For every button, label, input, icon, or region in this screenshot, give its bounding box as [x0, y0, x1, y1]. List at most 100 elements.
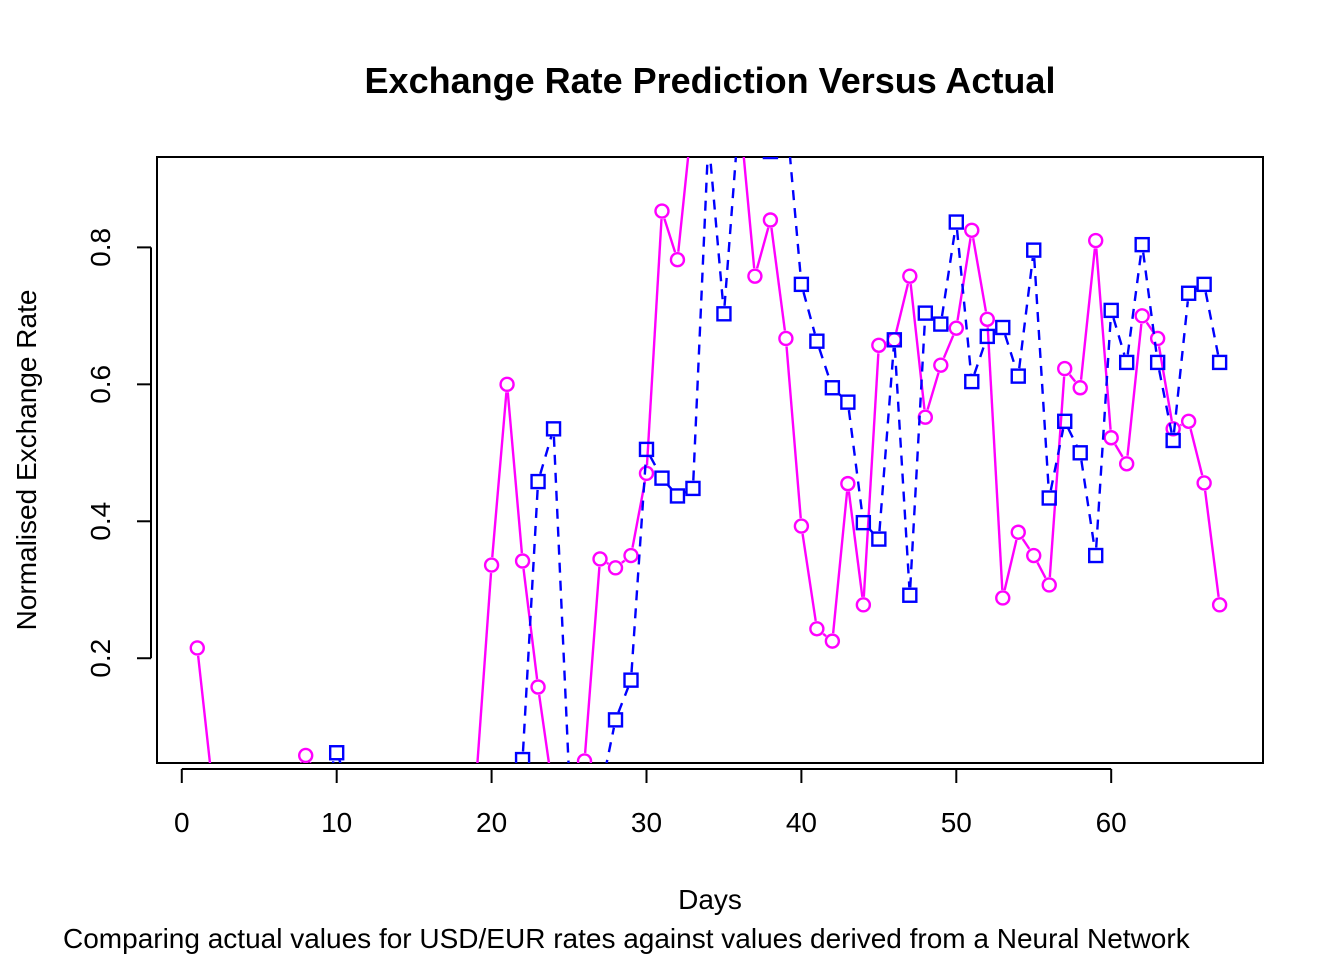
series-2-point: [1057, 413, 1073, 430]
series-2-segment: [338, 759, 342, 763]
series-2-segment: [605, 727, 616, 763]
series-2-point: [377, 789, 390, 802]
series-1-point: [1196, 475, 1212, 491]
series-2-segment: [909, 321, 927, 588]
series-1-point: [346, 789, 359, 802]
series-1-segment: [583, 566, 601, 754]
series-1-point: [377, 789, 390, 802]
series-1-point: [206, 782, 219, 795]
series-1-segment: [677, 157, 690, 252]
series-2-segment: [630, 457, 648, 673]
series-2-segment: [1033, 258, 1050, 491]
series-1-point: [483, 557, 500, 573]
series-2-point: [840, 394, 856, 410]
series-2-point: [408, 789, 421, 802]
series-1-point: [298, 747, 314, 763]
series-2-segment: [893, 347, 911, 588]
y-tick-label: 0.4: [85, 502, 116, 541]
series-1-point: [268, 789, 281, 802]
series-1-point: [530, 679, 546, 695]
series-1-segment: [971, 237, 988, 312]
series-1-segment: [1036, 562, 1047, 579]
series-2-point: [902, 587, 918, 603]
chart-subtitle: Comparing actual values for USD/EUR rate…: [63, 923, 1191, 954]
series-2-segment: [1142, 252, 1158, 355]
series-2-point: [594, 789, 607, 802]
series-2-point: [423, 789, 436, 802]
series-1-point: [315, 775, 328, 788]
series-2-point: [1118, 354, 1135, 371]
series-2-segment: [649, 455, 660, 472]
series-1-segment: [476, 573, 493, 763]
series-2-point: [917, 305, 934, 321]
series-1-point: [824, 633, 841, 649]
series-2-segment: [1172, 301, 1190, 433]
series-2-point: [222, 789, 235, 802]
series-1-segment: [196, 655, 212, 763]
series-2-point: [824, 380, 841, 396]
series-1-point: [778, 330, 794, 347]
chart-title: Exchange Rate Prediction Versus Actual: [365, 60, 1056, 101]
series-2-point: [1211, 354, 1228, 371]
x-tick-label: 40: [786, 807, 817, 838]
series-1-point: [423, 789, 436, 802]
x-tick-label: 50: [941, 807, 972, 838]
series-2-point: [1010, 368, 1026, 384]
series-1-segment: [1157, 346, 1173, 422]
series-1-segment: [621, 559, 626, 564]
series-2-point: [809, 333, 825, 349]
series-2-point: [514, 751, 531, 763]
series-2-point: [979, 328, 995, 345]
plot-area-border: [156, 156, 1264, 764]
series-2-point: [470, 789, 483, 802]
series-1-point: [1211, 597, 1228, 613]
series-2-point: [716, 306, 732, 322]
series-1-point: [1149, 330, 1166, 347]
series-1-segment: [1095, 248, 1112, 430]
series-2-segment: [818, 348, 831, 381]
series-1-point: [964, 222, 980, 238]
series-2-point: [454, 789, 467, 802]
series-1-segment: [1003, 539, 1018, 591]
series-2-segment: [1004, 334, 1017, 369]
series-1-point: [995, 590, 1011, 606]
series-1-point: [514, 553, 531, 569]
series-1-point: [793, 518, 810, 534]
series-1-segment: [645, 219, 663, 466]
series-2-point: [685, 480, 701, 497]
series-2-point: [871, 531, 887, 547]
series-1-point: [361, 789, 374, 802]
series-1-point: [1103, 430, 1119, 446]
series-1-point: [902, 268, 918, 284]
series-1-point: [222, 789, 235, 802]
series-1-segment: [755, 227, 770, 269]
series-2-point: [530, 473, 546, 490]
series-1-point: [840, 475, 856, 492]
series-2-point: [392, 789, 405, 802]
series-1-segment: [1145, 321, 1155, 333]
series-2-point: [284, 789, 297, 802]
series-1-point: [1165, 421, 1181, 437]
series-2-point: [1134, 236, 1150, 253]
y-tick-label: 0.6: [85, 365, 116, 404]
series-2-segment: [1204, 291, 1220, 355]
series-1-point: [253, 789, 266, 802]
series-1-segment: [538, 694, 551, 763]
series-2-point: [578, 789, 591, 802]
series-1-segment: [822, 632, 827, 638]
series-2-point: [563, 768, 576, 781]
series-1-point: [470, 775, 483, 788]
series-2-segment: [510, 767, 519, 788]
series-1-segment: [862, 353, 880, 597]
series-2-point: [779, 104, 792, 117]
series-1-point: [623, 547, 639, 564]
series-1-segment: [801, 533, 817, 622]
series-2-segment: [878, 347, 895, 532]
series-1-segment: [831, 491, 849, 634]
series-1-segment: [1021, 538, 1031, 550]
x-tick-label: 0: [174, 807, 190, 838]
series-1-point: [607, 560, 624, 576]
series-1-segment: [342, 781, 348, 789]
series-1-point: [576, 753, 593, 763]
